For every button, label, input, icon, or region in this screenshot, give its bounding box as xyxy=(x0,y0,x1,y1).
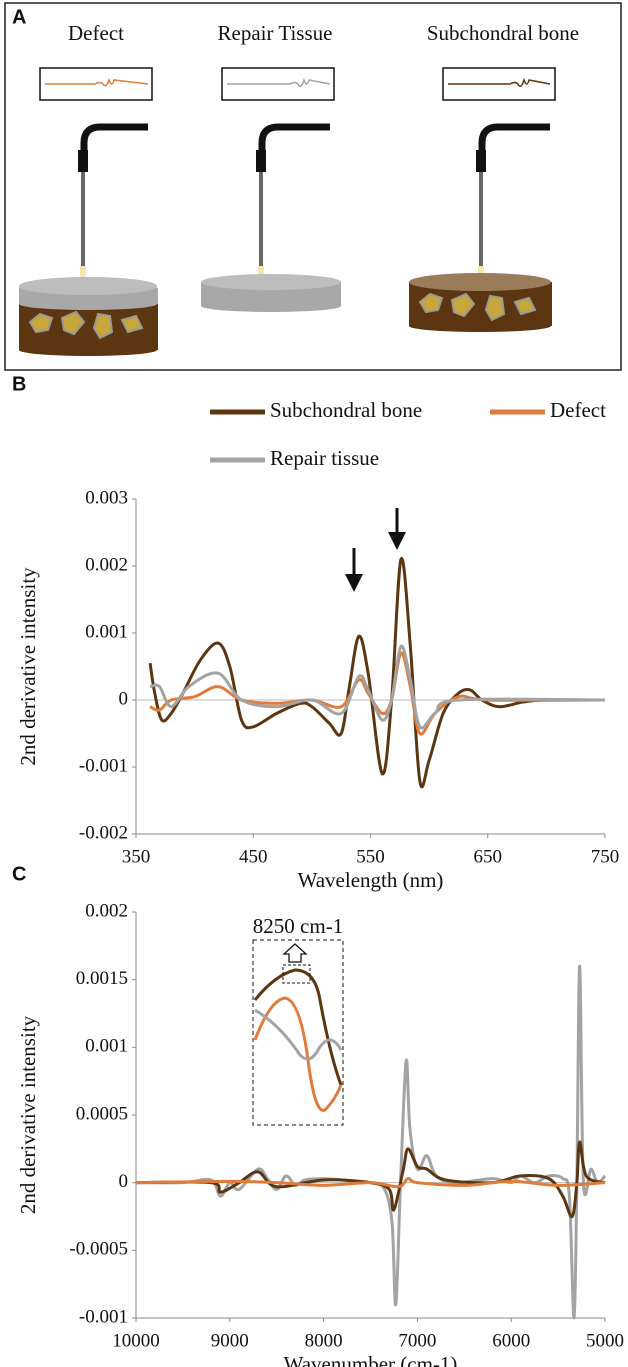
panel-letter: A xyxy=(12,6,26,28)
series-line xyxy=(149,644,606,730)
panel-title: Subchondral bone xyxy=(427,21,579,45)
x-tick-label: 10000 xyxy=(112,1330,160,1351)
x-axis-label: Wavenumber (cm-1) xyxy=(284,1352,458,1367)
x-tick-label: 450 xyxy=(239,846,268,867)
y-tick-label: -0.0005 xyxy=(69,1239,128,1260)
legend-label: Defect xyxy=(550,398,606,422)
x-tick-label: 9000 xyxy=(211,1330,249,1351)
panel-title: Defect xyxy=(68,21,124,45)
y-tick-label: -0.001 xyxy=(79,755,128,776)
panel-letter: C xyxy=(12,863,26,885)
inset xyxy=(252,939,344,1126)
panel-letter: B xyxy=(12,373,26,395)
y-tick-label: -0.002 xyxy=(79,822,128,843)
x-tick-label: 650 xyxy=(474,846,503,867)
series-line xyxy=(135,964,607,1320)
legend-label: Subchondral bone xyxy=(270,398,422,422)
x-tick-label: 550 xyxy=(356,846,385,867)
probe-diagrams xyxy=(19,67,556,356)
series-line xyxy=(135,1177,606,1189)
x-tick-label: 350 xyxy=(122,846,151,867)
y-tick-label: 0.0005 xyxy=(76,1103,128,1124)
y-axis-label: 2nd derivative intensity xyxy=(16,1015,40,1214)
annotation: 8250 cm-1 xyxy=(253,914,343,938)
y-tick-label: 0.0015 xyxy=(76,968,128,989)
x-tick-label: 7000 xyxy=(398,1330,436,1351)
panel-frame xyxy=(4,2,622,371)
x-tick-label: 5000 xyxy=(586,1330,624,1351)
y-tick-label: 0.001 xyxy=(85,1036,128,1057)
series-line xyxy=(135,1140,606,1219)
y-tick-label: 0.003 xyxy=(85,487,128,508)
y-tick-label: 0 xyxy=(119,1171,129,1192)
x-tick-label: 750 xyxy=(591,846,620,867)
x-tick-label: 6000 xyxy=(492,1330,530,1351)
y-tick-label: 0.002 xyxy=(85,900,128,921)
y-axis-label: 2nd derivative intensity xyxy=(16,567,40,766)
y-tick-label: 0.002 xyxy=(85,554,128,575)
y-tick-label: -0.001 xyxy=(79,1306,128,1327)
peak-arrows xyxy=(345,508,406,592)
x-axis-label: Wavelength (nm) xyxy=(298,868,444,892)
series-line xyxy=(149,651,606,736)
y-tick-label: 0.001 xyxy=(85,621,128,642)
legend-label: Repair tissue xyxy=(270,446,379,470)
panel-title: Repair Tissue xyxy=(218,21,333,45)
series-line xyxy=(148,556,606,789)
y-tick-label: 0 xyxy=(119,688,129,709)
x-tick-label: 8000 xyxy=(305,1330,343,1351)
